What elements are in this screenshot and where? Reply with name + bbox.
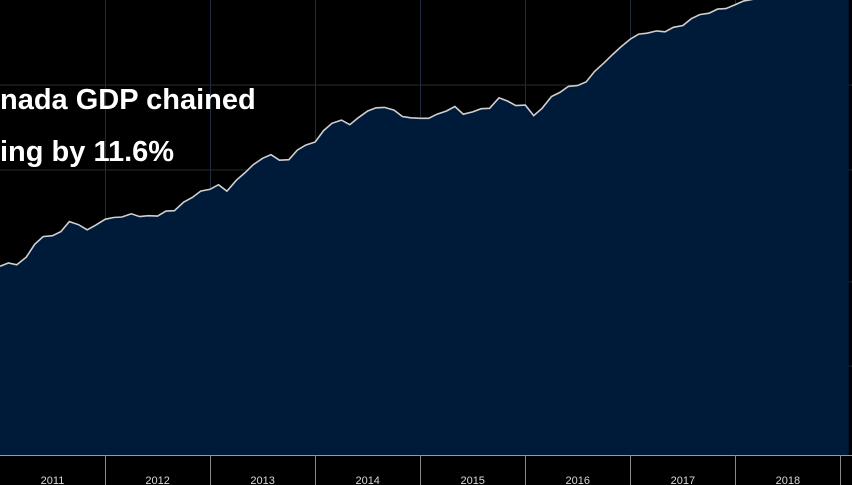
chart-title-line-2: ing by 11.6% [0,136,175,168]
x-tick-label-2011: 2011 [41,475,65,485]
x-tick-label-2015: 2015 [460,475,484,485]
gdp-area [0,0,849,455]
chart-title-line-1: nada GDP chained [0,84,256,116]
x-ticks: 2011 2012 2013 2014 2015 2016 2017 2018 [41,455,841,485]
gdp-line [0,0,754,267]
x-tick-label-2012: 2012 [145,475,169,485]
x-tick-label-2013: 2013 [250,475,274,485]
x-tick-label-2018: 2018 [776,475,800,485]
x-tick-label-2016: 2016 [566,475,590,485]
x-tick-label-2017: 2017 [671,475,695,485]
x-tick-label-2014: 2014 [355,475,379,485]
